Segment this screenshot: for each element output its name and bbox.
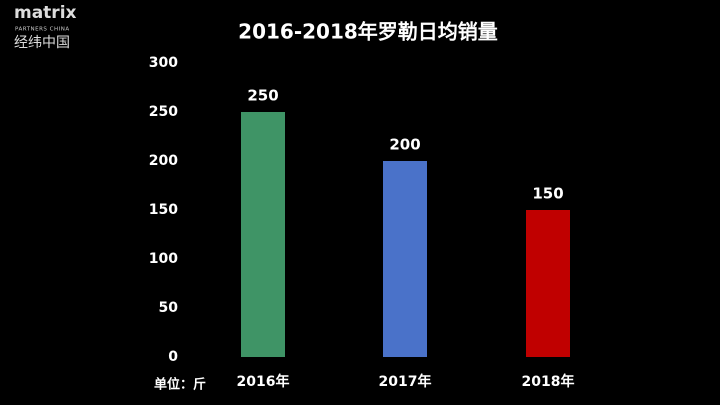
data-label: 150 — [532, 185, 563, 203]
y-tick-label: 100 — [149, 251, 178, 267]
chart-title: 2016-2018年罗勒日均销量 — [238, 20, 498, 44]
x-tick-label: 2017年 — [379, 373, 432, 390]
y-tick-label: 300 — [149, 55, 178, 71]
x-tick-label: 2018年 — [522, 373, 575, 390]
logo-chinese: 经纬中国 — [14, 35, 70, 51]
logo-name: matrix — [14, 3, 77, 23]
y-tick-label: 200 — [149, 153, 178, 169]
data-label: 200 — [389, 136, 420, 154]
logo-tagline: PARTNERS CHINA — [15, 27, 70, 33]
x-tick-label: 2016年 — [237, 373, 290, 390]
bar — [241, 112, 285, 357]
y-tick-label: 50 — [159, 300, 179, 316]
bar — [383, 161, 427, 357]
data-label: 250 — [247, 87, 278, 105]
y-tick-label: 250 — [149, 104, 178, 120]
unit-label: 单位：斤 — [154, 377, 206, 393]
y-tick-label: 150 — [149, 202, 178, 218]
bar — [526, 210, 570, 357]
y-tick-label: 0 — [168, 349, 178, 365]
